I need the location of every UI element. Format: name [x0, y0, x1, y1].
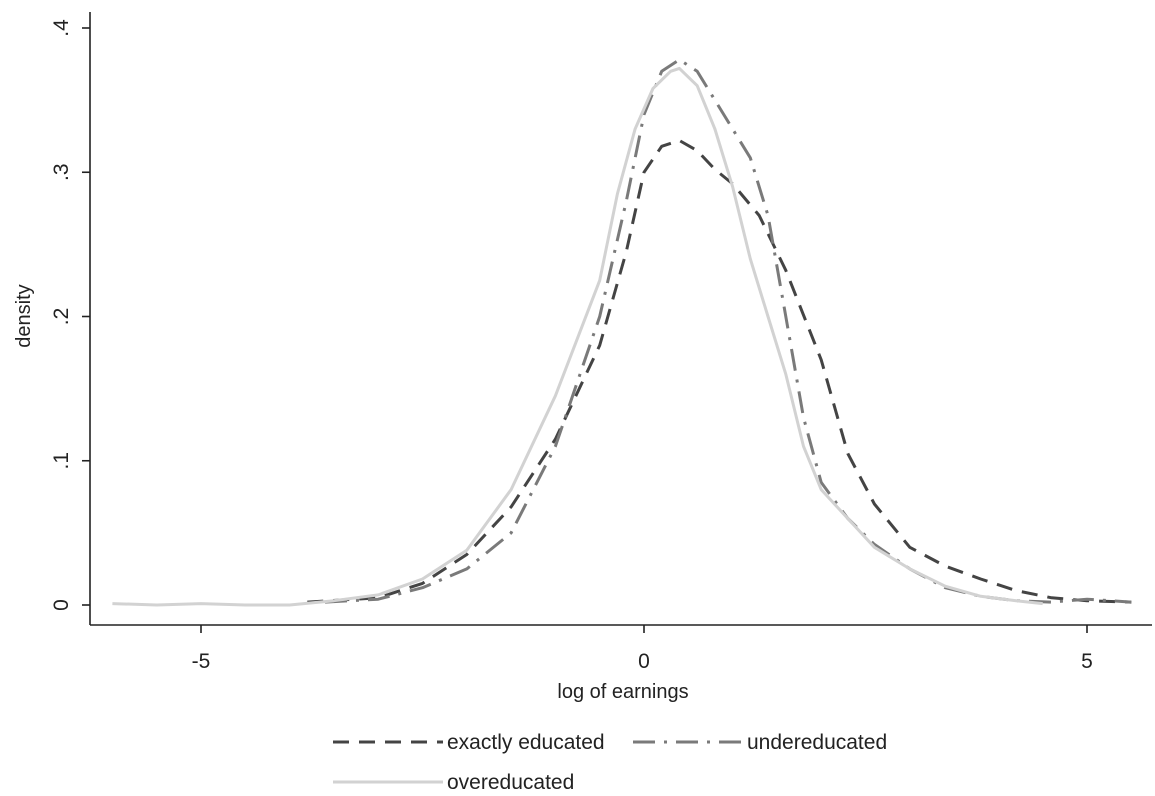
series-line-3 — [112, 66, 1043, 607]
legend-label-2: undereducated — [747, 731, 887, 754]
y-tick-label: .1 — [50, 452, 73, 470]
x-tick-label: -5 — [192, 650, 211, 673]
plot-curves — [112, 58, 1132, 607]
legend-label-3: overeducated — [447, 771, 574, 794]
y-tick-label: .2 — [50, 308, 73, 326]
x-axis-title: log of earnings — [557, 681, 688, 703]
x-tick-label: 5 — [1081, 650, 1093, 673]
series-line-2 — [324, 58, 1132, 604]
legend-label-1: exactly educated — [447, 731, 605, 754]
y-ticks: 0 .1 .2 .3 .4 — [50, 19, 90, 611]
series-line-1 — [307, 139, 1132, 604]
y-axis-title: density — [13, 284, 35, 347]
y-tick-label: .4 — [50, 19, 73, 37]
x-ticks: -5 0 5 — [192, 625, 1093, 673]
x-tick-label: 0 — [638, 650, 650, 673]
y-tick-label: 0 — [50, 599, 73, 611]
axes — [89, 12, 1152, 626]
y-tick-label: .3 — [50, 163, 73, 181]
legend: exactly educated undereducated overeducate… — [333, 731, 887, 794]
